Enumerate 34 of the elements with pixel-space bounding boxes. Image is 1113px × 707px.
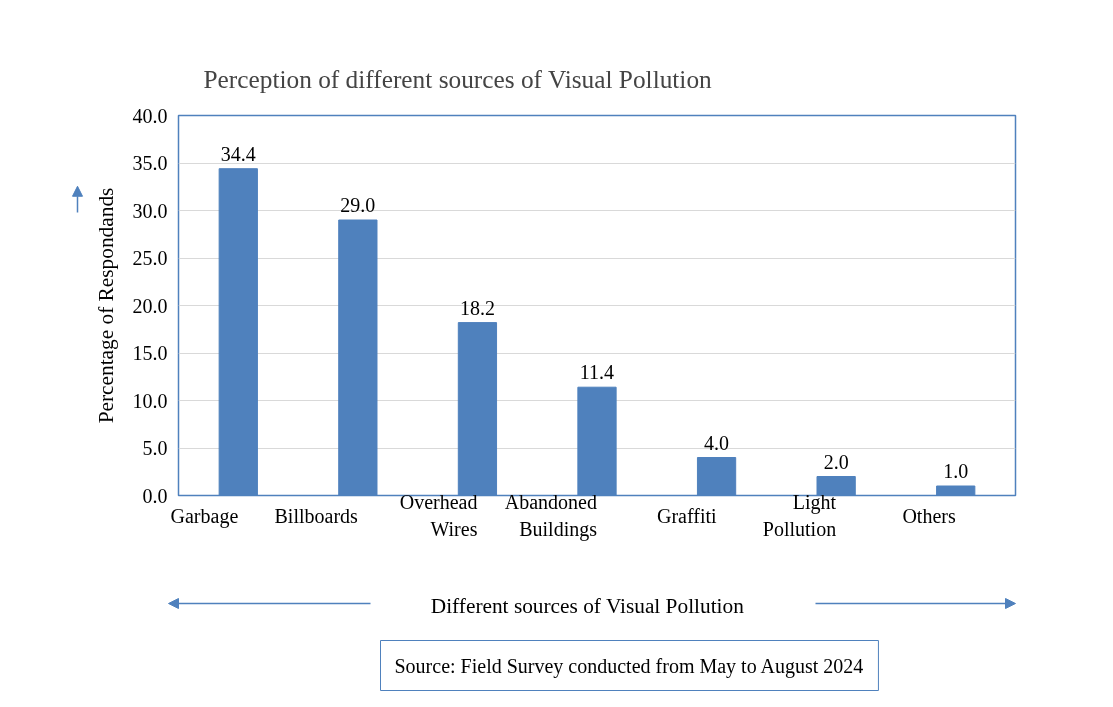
y-tick-label: 0.0 bbox=[142, 484, 168, 507]
y-tick-label: 25.0 bbox=[132, 247, 168, 269]
data-label: 4.0 bbox=[704, 431, 730, 454]
x-tick-label: Overhead Wires bbox=[399, 491, 478, 540]
x-tick-label: Abandoned Buildings bbox=[504, 491, 598, 541]
y-tick-label: 30.0 bbox=[132, 199, 168, 222]
y-tick-label: 40.0 bbox=[132, 104, 168, 127]
bar bbox=[936, 485, 976, 496]
y-tick-label: 15.0 bbox=[132, 342, 168, 364]
x-tick-label: Others bbox=[902, 504, 956, 527]
data-label: 29.0 bbox=[340, 194, 376, 216]
data-label: 18.2 bbox=[459, 296, 495, 319]
bar bbox=[816, 476, 856, 496]
y-axis-title: Percentage of Respondands bbox=[93, 187, 118, 424]
data-label: 11.4 bbox=[579, 361, 615, 384]
x-axis-title: Different sources of Visual Pollution bbox=[430, 593, 745, 618]
x-tick-label: Light Pollution bbox=[762, 491, 837, 540]
data-label: 1.0 bbox=[943, 460, 969, 482]
chart-title: Perception of different sources of Visual Pollution bbox=[203, 65, 713, 93]
bar bbox=[577, 386, 617, 496]
bar bbox=[696, 457, 737, 496]
y-tick-label: 10.0 bbox=[132, 389, 168, 412]
y-tick-label: 20.0 bbox=[132, 294, 168, 317]
y-tick-label: 35.0 bbox=[132, 152, 168, 174]
data-label: 34.4 bbox=[220, 142, 256, 165]
bar bbox=[457, 322, 498, 496]
bar bbox=[338, 219, 378, 496]
source-note: Source: Field Survey conducted from May to August 2024 bbox=[394, 654, 864, 678]
data-label: 2.0 bbox=[823, 450, 849, 473]
x-tick-label: Billboards bbox=[274, 504, 359, 527]
bar bbox=[218, 168, 258, 496]
x-tick-label: Garbage bbox=[170, 504, 239, 528]
y-tick-label: 5.0 bbox=[142, 437, 168, 459]
x-tick-label: Graffiti bbox=[656, 504, 718, 527]
